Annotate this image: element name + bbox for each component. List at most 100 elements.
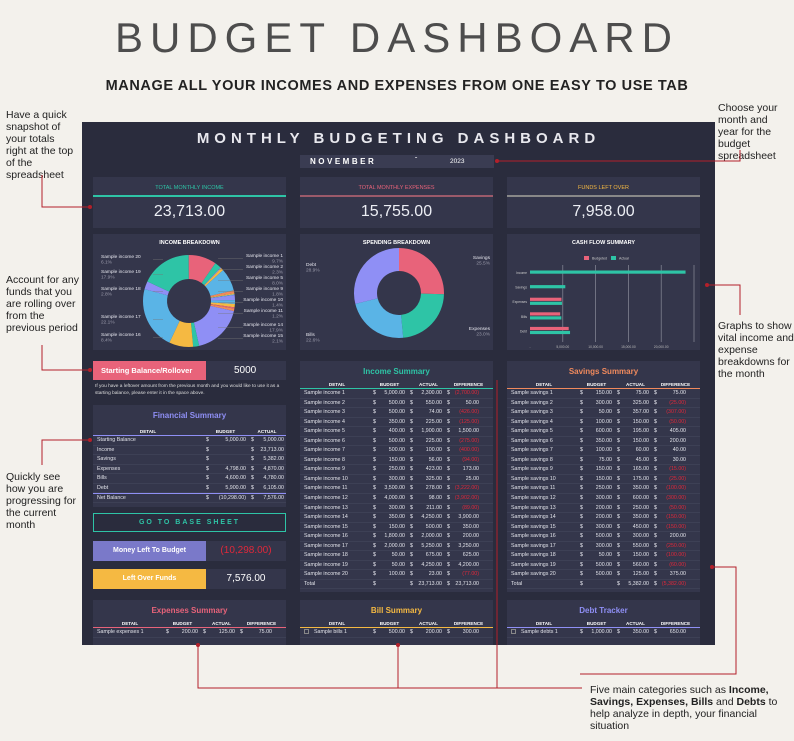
row-budget: 200.00: [181, 629, 198, 635]
pie-label: Sample income 15: [243, 333, 283, 339]
currency-symbol: $: [447, 580, 450, 587]
table-title: Expenses Summary: [151, 606, 228, 615]
annotation-graphs: Graphs to show vital income and expense …: [718, 320, 794, 380]
row-checkbox[interactable]: [511, 628, 516, 634]
row-budget: 250.00: [595, 485, 612, 492]
row-difference: (150.00): [666, 523, 686, 530]
go-to-base-sheet-button[interactable]: GO TO BASE SHEET: [93, 513, 286, 532]
row-detail: Debt: [97, 484, 109, 491]
row-budget: 100.00: [595, 447, 612, 454]
col-header: DIFFERENCE: [246, 621, 277, 626]
row-actual: 357.00: [632, 409, 649, 416]
row-difference: (150.00): [666, 514, 686, 521]
row-difference: 200.00: [462, 533, 479, 540]
currency-symbol: $: [373, 475, 376, 482]
row-detail: Sample savings 11: [511, 485, 556, 492]
pie-slice: [210, 300, 235, 305]
row-actual: 300.00: [632, 533, 649, 540]
currency-symbol: $: [654, 437, 657, 444]
col-header: DETAIL: [535, 382, 553, 387]
pie-slice: [210, 304, 235, 312]
row-actual: 550.00: [425, 399, 442, 406]
currency-symbol: $: [373, 523, 376, 530]
row-actual: 150.00: [632, 552, 649, 559]
money-left-value: (10,298.00): [206, 541, 286, 561]
row-actual: 74.00: [428, 409, 442, 416]
year-input[interactable]: 2023: [450, 158, 465, 165]
currency-symbol: $: [447, 418, 450, 425]
row-actual: 5,382.00: [263, 456, 284, 463]
currency-symbol: $: [410, 390, 413, 396]
row-detail: Expenses: [97, 465, 121, 472]
currency-symbol: $: [617, 418, 620, 425]
table-title: Financial Summary: [152, 411, 227, 420]
month-select[interactable]: NOVEMBER: [310, 157, 377, 166]
table-row: Sample savings 17 $300.00 $550.00 $ (250.00): [507, 542, 700, 552]
pie-slice: [210, 294, 235, 299]
pie-slice: [201, 263, 221, 285]
table-row: Sample savings 8 $75.00 $45.00 $30.00: [507, 456, 700, 466]
currency-symbol: $: [410, 495, 413, 502]
row-budget: 350.00: [388, 418, 405, 425]
pie-percent: 22.6%: [306, 338, 320, 344]
row-checkbox[interactable]: [304, 628, 309, 634]
table-row: Sample savings 2 $300.00 $325.00 $ (25.00): [507, 399, 700, 409]
currency-symbol: $: [410, 418, 413, 425]
currency-symbol: $: [206, 495, 209, 502]
pie-slice: [143, 289, 180, 343]
pie-percent: 9.7%: [272, 258, 284, 264]
col-header: DIFFERENCE: [453, 621, 484, 626]
row-detail: Sample income 15: [304, 523, 348, 530]
col-header: ACTUAL: [419, 621, 438, 626]
chevron-down-icon[interactable]: ˇ: [415, 158, 420, 164]
currency-symbol: $: [580, 399, 583, 406]
currency-symbol: $: [410, 504, 413, 511]
row-detail: Sample savings 13: [511, 504, 556, 511]
table-row: Sample savings 16 $500.00 $300.00 $200.00: [507, 532, 700, 542]
row-difference: 1,500.00: [458, 428, 479, 435]
starting-balance-input[interactable]: 5000: [206, 361, 286, 380]
currency-symbol: $: [580, 409, 583, 416]
row-actual: 4,250.00: [421, 514, 442, 521]
bar-actual: [530, 301, 562, 305]
currency-symbol: $: [447, 504, 450, 511]
row-actual: 225.00: [425, 437, 442, 444]
row-detail: Sample income 4: [304, 418, 345, 425]
col-header: BUDGET: [586, 382, 607, 387]
currency-symbol: $: [373, 552, 376, 559]
row-difference: (125.00): [459, 418, 479, 425]
row-difference: (94.00): [462, 456, 479, 463]
annotation-progress: Quickly see how you are progressing for …: [6, 471, 77, 531]
row-actual: 423.00: [425, 466, 442, 473]
row-budget: 150.00: [388, 523, 405, 530]
month-year-selector[interactable]: NOVEMBER ˇ 2023: [300, 155, 494, 168]
pie-percent: 23.0%: [476, 332, 490, 338]
row-detail: Sample income 9: [304, 466, 345, 473]
col-header: BUDGET: [172, 621, 193, 626]
row-difference: 350.00: [462, 523, 479, 530]
row-detail: Sample bills 1: [300, 628, 370, 637]
table-row: Total $ $5,382.00 $ (5,382.00): [507, 580, 700, 590]
currency-symbol: $: [654, 504, 657, 511]
row-detail: Sample savings 19: [511, 561, 556, 568]
cash-flow-bars: Budgeted Actual - 5,000.00 10,000.00 15,000.0…: [513, 256, 695, 349]
row-budget: 400.00: [388, 428, 405, 435]
row-actual: 23.00: [428, 571, 442, 578]
currency-symbol: $: [654, 390, 657, 396]
currency-symbol: $: [580, 428, 583, 435]
row-budget: 50.00: [598, 552, 612, 559]
currency-symbol: $: [447, 552, 450, 559]
currency-symbol: $: [617, 485, 620, 492]
pie-percent: 2.8%: [101, 291, 113, 297]
row-difference: 75.00: [258, 629, 272, 635]
kpi-divider: [300, 195, 493, 197]
currency-symbol: $: [251, 484, 254, 491]
row-difference: (3,902.00): [454, 495, 479, 502]
table-header: DETAIL BUDGET ACTUAL DIFFERENCE: [93, 619, 286, 628]
currency-symbol: $: [410, 475, 413, 482]
row-detail: Sample savings 15: [511, 523, 556, 530]
row-actual: 2,300.00: [421, 390, 442, 396]
legend-label: Budgeted: [592, 257, 607, 261]
row-budget: 50.00: [391, 552, 405, 559]
currency-symbol: $: [580, 533, 583, 540]
